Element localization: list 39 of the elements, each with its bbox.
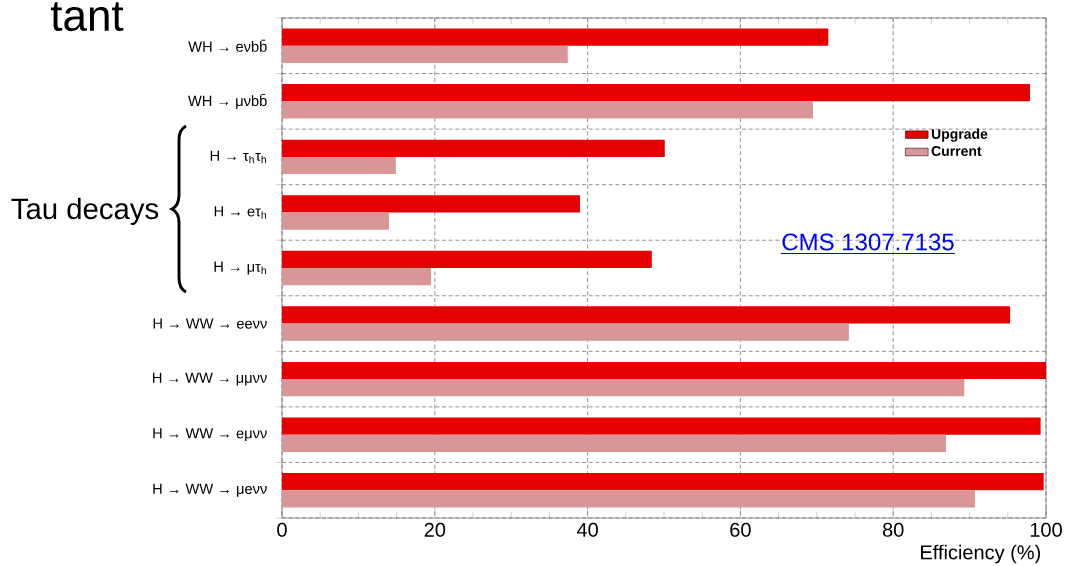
x-tick-label: 80 [882, 522, 904, 537]
bar [282, 195, 580, 213]
x-tick-label: 100 [1030, 522, 1062, 537]
annotation: CMS 1307.7135 [782, 233, 954, 251]
y-tick-label: H → τ$_{h}$τ$_{h}$ [210, 150, 266, 164]
bar [282, 361, 1046, 380]
bar [282, 45, 568, 64]
x-tick-label: 0 [277, 522, 287, 537]
bar [282, 212, 389, 230]
bar [282, 156, 396, 175]
bar [282, 306, 1011, 324]
y-tick-label: H → WW → μeνν [153, 483, 267, 497]
bar [282, 28, 829, 46]
bar [282, 139, 665, 157]
bar [282, 84, 1030, 102]
legend-label: Upgrade [931, 128, 988, 142]
bar [282, 379, 965, 397]
bar [282, 323, 849, 341]
bar [282, 101, 813, 119]
text: Tau decays [11, 197, 159, 225]
y-tick-label: H → WW → eμνν [153, 428, 267, 442]
bar [282, 434, 946, 452]
y-tick-label: WH → μνbb̄ [188, 93, 267, 109]
x-axis-title: Efficiency (%) [921, 544, 1041, 564]
y-tick-label: H → WW → eeνν [153, 318, 267, 329]
bar [282, 250, 652, 268]
x-tick-label: 40 [576, 522, 598, 537]
y-tick-label: H → WW → μμνν [153, 372, 267, 386]
y-tick-label: H → eτ$_{h}$ [214, 206, 266, 219]
bar [282, 268, 431, 286]
bar [282, 417, 1041, 435]
x-tick-label: 20 [424, 522, 446, 537]
text: tant [50, 2, 124, 32]
bar [282, 472, 1044, 491]
y-tick-label: WH → eνbb̄ [188, 39, 267, 52]
x-tick-label: 60 [730, 522, 751, 537]
legend-label: Current [931, 146, 982, 157]
y-tick-label: H → μτ$_{h}$ [214, 261, 266, 275]
bar [282, 490, 975, 508]
